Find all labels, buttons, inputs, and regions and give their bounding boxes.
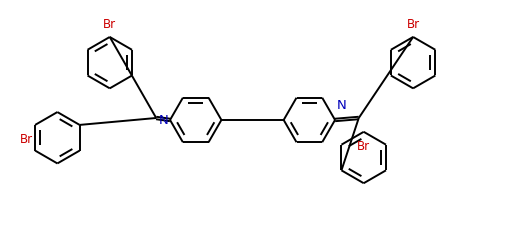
Text: Br: Br: [103, 18, 116, 31]
Text: N: N: [337, 99, 347, 112]
Text: Br: Br: [357, 140, 370, 153]
Text: N: N: [158, 114, 168, 128]
Text: Br: Br: [20, 133, 33, 146]
Text: Br: Br: [407, 18, 420, 31]
